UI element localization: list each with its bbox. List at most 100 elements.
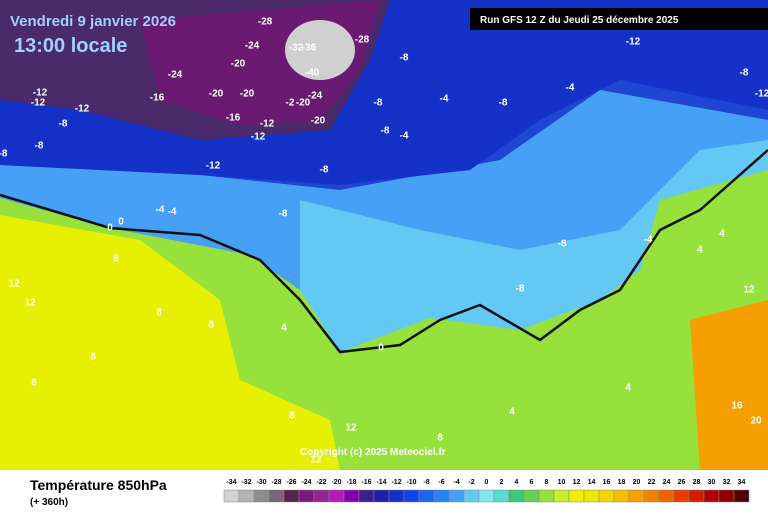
scale-label: -32 [241,479,251,486]
isotherm-label: -28 [355,35,370,46]
isotherm-label: 12 [743,285,755,296]
isotherm-label: -20 [240,89,255,100]
isotherm-label: 4 [719,229,725,240]
scale-swatch [448,489,465,503]
scale-swatch [718,489,735,503]
isotherm-label: 16 [731,401,743,412]
scale-label: -26 [286,479,296,486]
scale-swatch [238,489,255,503]
zero-isotherm [0,149,768,354]
scale-swatch [463,489,480,503]
scale-swatch [433,489,450,503]
isotherm-label: -12 [260,119,275,130]
footer-title: Température 850hPa [30,477,167,493]
isotherm-label: -2 [286,98,295,109]
isotherm-label: 0 [378,343,384,354]
scale-swatch [568,489,585,503]
isotherm-label: -24 [308,91,323,102]
isotherm-label: -12 [626,37,641,48]
footer-lead: (+ 360h) [30,497,68,508]
scale-swatch [283,489,300,503]
scale-swatch [613,489,630,503]
scale-swatch [388,489,405,503]
isotherm-label: -12 [75,104,90,115]
scale-swatch [523,489,540,503]
isotherm-label: 12 [8,279,20,290]
time-title: 13:00 locale [14,35,127,57]
isotherm-label: -8 [374,98,383,109]
isotherm-label: -8 [279,209,288,220]
scale-label: 20 [633,479,641,486]
isotherm-label: 12 [345,423,357,434]
region-hot [690,300,768,470]
scale-label: 34 [738,479,746,486]
isotherm-label: -36 [302,43,317,54]
scale-label: -30 [256,479,266,486]
isotherm-label: -8 [516,284,525,295]
scale-label: -2 [468,479,474,486]
isotherm-label: -24 [168,70,183,81]
isotherm-label: 12 [310,455,322,466]
isotherm-label: -8 [400,53,409,64]
date-title: Vendredi 9 janvier 2026 [10,13,176,30]
isotherm-label: -20 [311,116,326,127]
isotherm-label: -40 [305,68,320,79]
isotherm-label: -4 [644,235,653,246]
scale-swatch [418,489,435,503]
isotherm-label: -8 [740,68,749,79]
scale-swatch [553,489,570,503]
scale-label: -14 [376,479,386,486]
isotherm-label: -8 [499,98,508,109]
isotherm-label: -4 [400,131,409,142]
scale-label: 8 [545,479,549,486]
scale-label: 24 [663,479,671,486]
scale-label: -10 [406,479,416,486]
isotherm-label: -8 [0,149,8,160]
isotherm-label: -16 [150,93,165,104]
isotherm-label: -20 [231,59,246,70]
isotherm-label: -4 [156,205,165,216]
isotherm-label: 4 [281,323,287,334]
scale-label: -4 [453,479,459,486]
isotherm-label: -8 [558,239,567,250]
isotherm-label: -32 [289,43,304,54]
scale-swatch [733,489,750,503]
run-info: Run GFS 12 Z du Jeudi 25 décembre 2025 [480,15,679,26]
isotherm-label: -20 [209,89,224,100]
map-labels: -28-24 -32-36-28-20-40-24-20 -20-16 -24-2 -2… [0,17,768,466]
scale-label: -28 [271,479,281,486]
run-box [470,8,768,30]
isotherm-label: 8 [208,320,214,331]
scale-swatch [508,489,525,503]
scale-swatch [538,489,555,503]
isotherm-label: -20 [296,98,311,109]
scale-label: 22 [648,479,656,486]
isotherm-label: -8 [35,141,44,152]
scale-swatch [343,489,360,503]
scale-swatch [403,489,420,503]
isotherm-label: 20 [750,416,762,427]
isotherm-label: -8 [381,126,390,137]
scale-swatch [268,489,285,503]
isotherm-label: 8 [156,308,162,319]
scale-swatch [493,489,510,503]
isotherm-label: -12 [31,98,46,109]
isotherm-label: -24 [245,41,260,52]
scale-swatch [223,489,240,503]
scale-label: 18 [618,479,626,486]
scale-label: 26 [678,479,686,486]
scale-label: 12 [573,479,581,486]
isotherm-label: 0 [118,217,124,228]
isotherm-label: -8 [59,119,68,130]
scale-label: -20 [331,479,341,486]
region-warm [0,215,340,470]
scale-label: -6 [438,479,444,486]
scale-swatch [313,489,330,503]
scale-label: 10 [558,479,566,486]
scale-swatch [298,489,315,503]
isotherm-label: -12 [251,132,266,143]
isotherm-label: 4 [697,245,703,256]
isotherm-label: 8 [31,378,37,389]
scale-swatch [328,489,345,503]
isotherm-label: -4 [566,83,575,94]
